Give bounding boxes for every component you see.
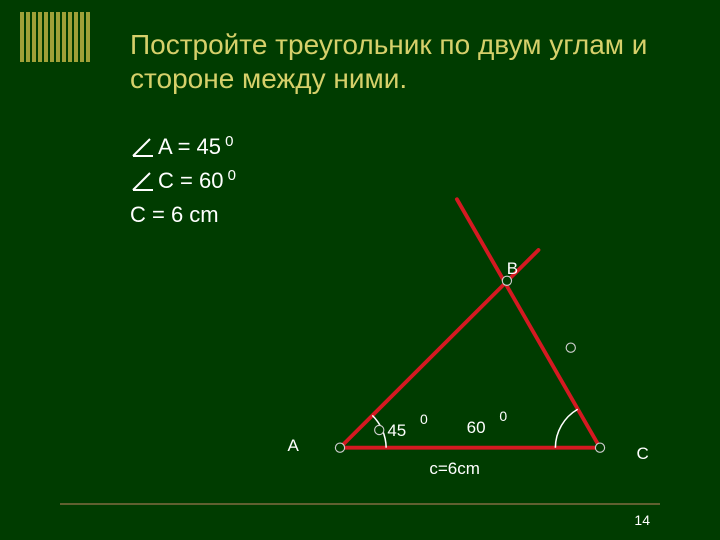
decor-stripes: [20, 12, 90, 62]
given-line: C = 60 0: [130, 164, 236, 198]
label-vertex-c: C: [637, 444, 649, 464]
label-side-ac: c=6cm: [429, 459, 480, 479]
label-vertex-a: A: [287, 436, 298, 456]
decor-stripe: [38, 12, 42, 62]
triangle-diagram: A C B 45 0 60 0 c=6cm: [280, 190, 700, 490]
decor-stripe: [68, 12, 72, 62]
angle-icon: [130, 135, 154, 159]
page-number: 14: [634, 512, 650, 528]
footer-divider: [60, 503, 660, 505]
given-line: C = 6 cm: [130, 198, 236, 232]
degree-sup: 0: [221, 133, 234, 150]
slide-title: Постройте треугольник по двум углам и ст…: [130, 28, 660, 95]
decor-stripe: [50, 12, 54, 62]
label-vertex-b: B: [507, 259, 518, 279]
arc-c: [555, 409, 577, 447]
angle-icon: [130, 169, 154, 193]
decor-stripe: [20, 12, 24, 62]
given-text: C = 6 cm: [130, 202, 219, 227]
tick-a: [375, 425, 384, 434]
decor-stripe: [74, 12, 78, 62]
decor-stripe: [62, 12, 66, 62]
slide: Постройте треугольник по двум углам и ст…: [0, 0, 720, 540]
label-angle-a: 45: [387, 421, 406, 441]
decor-stripe: [32, 12, 36, 62]
given-block: A = 45 0C = 60 0C = 6 cm: [130, 130, 236, 232]
tick-c: [566, 343, 575, 352]
label-angle-c: 60: [467, 418, 486, 438]
label-angle-c-sup: 0: [499, 408, 507, 424]
vertex-c: [595, 443, 604, 452]
given-text: C = 60: [158, 168, 223, 193]
vertex-a: [335, 443, 344, 452]
degree-sup: 0: [223, 167, 236, 184]
decor-stripe: [80, 12, 84, 62]
given-line: A = 45 0: [130, 130, 236, 164]
given-text: A = 45: [158, 134, 221, 159]
decor-stripe: [44, 12, 48, 62]
label-angle-a-sup: 0: [420, 411, 428, 427]
decor-stripe: [56, 12, 60, 62]
line-cb: [457, 199, 600, 447]
decor-stripe: [86, 12, 90, 62]
decor-stripe: [26, 12, 30, 62]
